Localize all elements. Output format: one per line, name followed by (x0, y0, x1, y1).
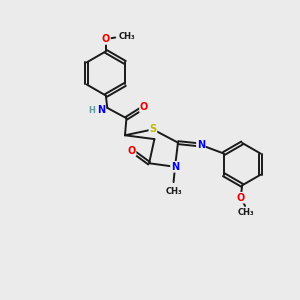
Text: O: O (127, 146, 136, 156)
Text: O: O (140, 102, 148, 112)
Text: CH₃: CH₃ (165, 187, 182, 196)
Text: CH₃: CH₃ (118, 32, 135, 41)
Text: N: N (197, 140, 205, 150)
Text: H: H (88, 106, 95, 115)
Text: N: N (171, 162, 179, 172)
Text: S: S (149, 124, 157, 134)
Text: CH₃: CH₃ (238, 208, 254, 217)
Text: O: O (102, 34, 110, 44)
Text: N: N (97, 105, 105, 115)
Text: O: O (237, 193, 245, 203)
